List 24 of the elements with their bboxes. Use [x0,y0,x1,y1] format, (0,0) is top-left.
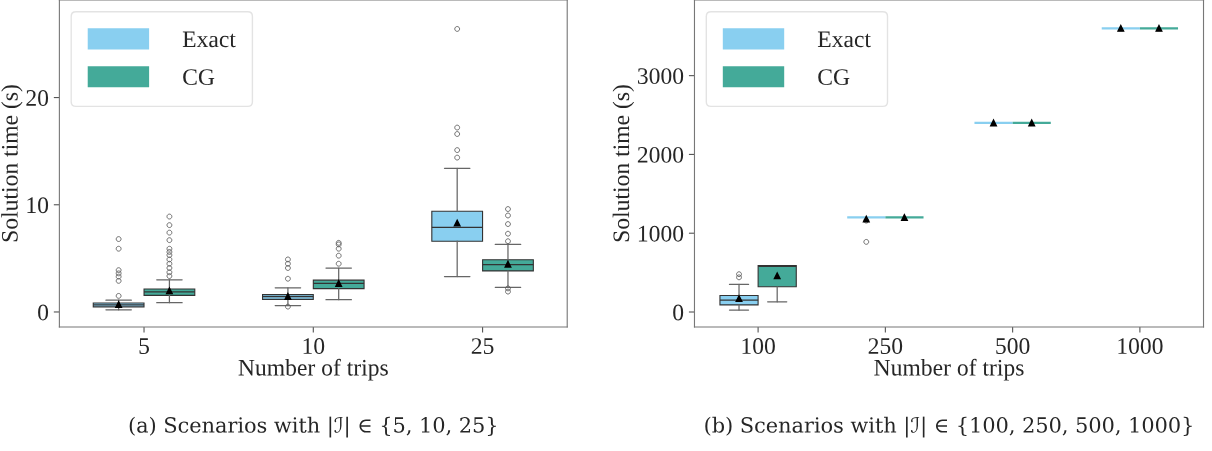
y-tick-label: 3000 [637,68,684,85]
x-tick-label: 10 [303,338,325,355]
y-axis-title: Solution time (s) [612,85,635,242]
x-axis-title: Number of trips [238,358,388,381]
y-tick-label: 0 [38,304,49,321]
y-tick-label: 2000 [637,146,684,163]
x-tick-label: 100 [742,338,775,355]
legend-label: Exact [182,31,236,48]
y-axis-title: Solution time (s) [1,85,23,242]
x-tick-label: 25 [471,338,494,355]
x-tick-label: 1000 [1118,338,1163,355]
legend-label: Exact [817,31,871,48]
y-tick-label: 1000 [638,225,684,242]
y-tick-label: 0 [673,304,684,321]
y-tick-label: 20 [26,90,49,106]
x-axis-title: Number of trips [874,358,1024,381]
x-tick-label: 250 [868,338,903,355]
x-tick-label: 500 [996,338,1030,355]
text: (a) Scenarios with |ℐ| ∈ {5, 10, 25} [129,416,496,438]
legend-label: CG [183,69,215,86]
text: (b) Scenarios with |ℐ| ∈ {100, 250, 500, 1000} [705,416,1192,438]
x-tick-label: 5 [139,338,150,355]
y-tick-label: 10 [27,197,49,214]
legend-label: CG [818,69,850,86]
